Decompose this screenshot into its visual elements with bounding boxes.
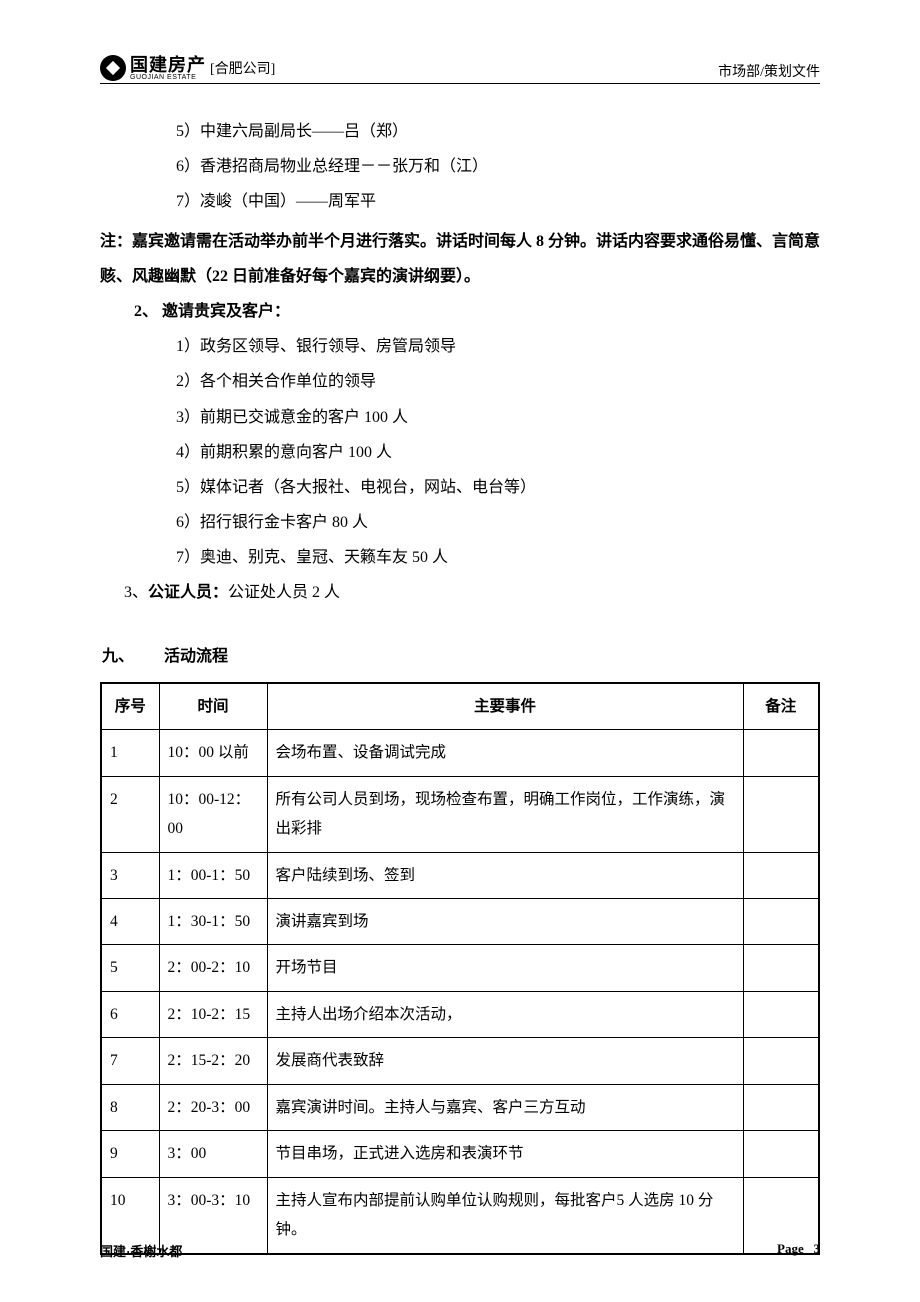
cell-event: 客户陆续到场、签到 — [267, 852, 743, 898]
table-row: 82：20-3：00嘉宾演讲时间。主持人与嘉宾、客户三方互动 — [101, 1084, 819, 1130]
cell-seq: 2 — [101, 776, 159, 852]
table-header-row: 序号 时间 主要事件 备注 — [101, 683, 819, 730]
table-row: 110：00 以前会场布置、设备调试完成 — [101, 730, 819, 776]
page-number: 3 — [814, 1241, 821, 1256]
table-row: 41：30-1：50演讲嘉宾到场 — [101, 899, 819, 945]
cell-time: 1：30-1：50 — [159, 899, 267, 945]
table-row: 210：00-12：00所有公司人员到场，现场检查布置，明确工作岗位，工作演练，… — [101, 776, 819, 852]
section2-item-2: 2）各个相关合作单位的领导 — [100, 364, 820, 399]
guest-item-6: 6）香港招商局物业总经理－－张万和（江） — [100, 149, 820, 184]
cell-event: 节目串场，正式进入选房和表演环节 — [267, 1131, 743, 1177]
cell-event: 会场布置、设备调试完成 — [267, 730, 743, 776]
logo-icon — [100, 55, 126, 81]
cell-seq: 9 — [101, 1131, 159, 1177]
cell-remark — [743, 945, 819, 991]
section2-item-1: 1）政务区领导、银行领导、房管局领导 — [100, 329, 820, 364]
cell-seq: 3 — [101, 852, 159, 898]
logo-suffix: [合肥公司] — [210, 58, 275, 78]
cell-remark — [743, 730, 819, 776]
cell-time: 10：00-12：00 — [159, 776, 267, 852]
logo-main-text: 国建房产 — [130, 56, 206, 74]
col-time: 时间 — [159, 683, 267, 730]
col-seq: 序号 — [101, 683, 159, 730]
cell-remark — [743, 899, 819, 945]
cell-time: 2：00-2：10 — [159, 945, 267, 991]
section3-rest: 公证处人员 2 人 — [228, 584, 340, 601]
cell-remark — [743, 1131, 819, 1177]
cell-remark — [743, 1084, 819, 1130]
table-row: 62：10-2：15主持人出场介绍本次活动， — [101, 991, 819, 1037]
footer-left: 国建·香榭水都 — [100, 1241, 182, 1260]
logo-area: 国建房产 GUOJIAN ESTATE [合肥公司] — [100, 55, 275, 81]
cell-seq: 5 — [101, 945, 159, 991]
section9-label: 活动流程 — [164, 648, 228, 665]
section3-prefix: 3、 — [124, 584, 148, 601]
cell-time: 1：00-1：50 — [159, 852, 267, 898]
cell-seq: 8 — [101, 1084, 159, 1130]
cell-time: 3：00 — [159, 1131, 267, 1177]
cell-remark — [743, 776, 819, 852]
header-right-text: 市场部/策划文件 — [718, 61, 820, 81]
document-body: 5）中建六局副局长——吕（郑） 6）香港招商局物业总经理－－张万和（江） 7）凌… — [100, 114, 820, 1255]
section2-item-5: 5）媒体记者（各大报社、电视台，网站、电台等） — [100, 470, 820, 505]
cell-time: 10：00 以前 — [159, 730, 267, 776]
table-row: 72：15-2：20发展商代表致辞 — [101, 1038, 819, 1084]
cell-time: 2：15-2：20 — [159, 1038, 267, 1084]
footer-right: Page 3 — [777, 1241, 820, 1260]
section2-item-6: 6）招行银行金卡客户 80 人 — [100, 505, 820, 540]
cell-seq: 4 — [101, 899, 159, 945]
logo-sub-text: GUOJIAN ESTATE — [130, 74, 206, 81]
section9-heading: 九、 活动流程 — [100, 639, 820, 674]
cell-event: 开场节目 — [267, 945, 743, 991]
cell-seq: 7 — [101, 1038, 159, 1084]
section2-heading: 2、 邀请贵宾及客户： — [100, 294, 820, 329]
section3-line: 3、公证人员：公证处人员 2 人 — [100, 575, 820, 610]
logo-text-group: 国建房产 GUOJIAN ESTATE — [130, 56, 206, 81]
cell-event: 演讲嘉宾到场 — [267, 899, 743, 945]
section3-bold: 公证人员： — [148, 584, 228, 601]
cell-time: 2：20-3：00 — [159, 1084, 267, 1130]
section2-item-4: 4）前期积累的意向客户 100 人 — [100, 435, 820, 470]
table-row: 52：00-2：10开场节目 — [101, 945, 819, 991]
section2-item-3: 3）前期已交诚意金的客户 100 人 — [100, 400, 820, 435]
activity-flow-table: 序号 时间 主要事件 备注 110：00 以前会场布置、设备调试完成 210：0… — [100, 682, 820, 1255]
table-body: 110：00 以前会场布置、设备调试完成 210：00-12：00所有公司人员到… — [101, 730, 819, 1254]
section2-label: 邀请贵宾及客户： — [162, 303, 290, 320]
cell-seq: 6 — [101, 991, 159, 1037]
guest-item-5: 5）中建六局副局长——吕（郑） — [100, 114, 820, 149]
page-footer: 国建·香榭水都 Page 3 — [100, 1241, 820, 1260]
cell-remark — [743, 852, 819, 898]
page-header: 国建房产 GUOJIAN ESTATE [合肥公司] 市场部/策划文件 — [100, 55, 820, 84]
cell-event: 嘉宾演讲时间。主持人与嘉宾、客户三方互动 — [267, 1084, 743, 1130]
table-row: 93：00节目串场，正式进入选房和表演环节 — [101, 1131, 819, 1177]
section2-num: 2、 — [134, 303, 158, 320]
section9-num: 九、 — [102, 648, 134, 665]
col-remark: 备注 — [743, 683, 819, 730]
section2-item-7: 7）奥迪、别克、皇冠、天籁车友 50 人 — [100, 540, 820, 575]
page-label: Page — [777, 1241, 804, 1256]
guest-item-7: 7）凌峻（中国）——周军平 — [100, 184, 820, 219]
cell-event: 发展商代表致辞 — [267, 1038, 743, 1084]
col-event: 主要事件 — [267, 683, 743, 730]
cell-remark — [743, 991, 819, 1037]
table-row: 31：00-1：50客户陆续到场、签到 — [101, 852, 819, 898]
note-text: 注：嘉宾邀请需在活动举办前半个月进行落实。讲话时间每人 8 分钟。讲话内容要求通… — [100, 224, 820, 294]
cell-event: 所有公司人员到场，现场检查布置，明确工作岗位，工作演练，演出彩排 — [267, 776, 743, 852]
cell-event: 主持人出场介绍本次活动， — [267, 991, 743, 1037]
cell-seq: 1 — [101, 730, 159, 776]
cell-time: 2：10-2：15 — [159, 991, 267, 1037]
cell-remark — [743, 1038, 819, 1084]
